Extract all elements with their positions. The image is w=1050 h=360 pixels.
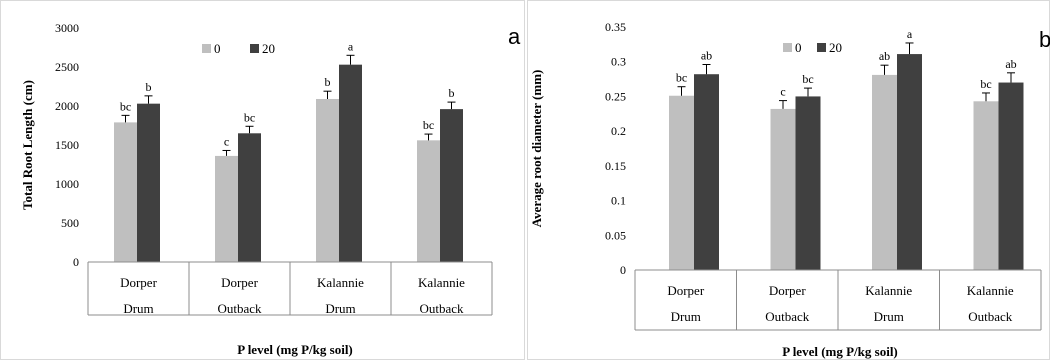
- y-tick-label: 500: [61, 216, 79, 230]
- panel-letter: a: [508, 24, 521, 49]
- legend-swatch-20: [250, 44, 259, 53]
- bar-20-2: [238, 133, 261, 262]
- bar-20-1: [694, 74, 719, 270]
- bar-0-3: [316, 98, 339, 262]
- category-label-line2: Drum: [325, 301, 355, 316]
- significance-label: bc: [676, 71, 687, 85]
- significance-label: c: [224, 134, 229, 148]
- category-label-line1: Kalannie: [865, 283, 912, 298]
- legend-swatch-0: [202, 44, 211, 53]
- category-label-line2: Drum: [874, 309, 904, 324]
- bar-20-2: [795, 96, 821, 270]
- chart-panel-a: 0 500 1000 1500 2000 2500 3000 Total Root Lengt…: [0, 0, 525, 360]
- bar-20-4: [998, 82, 1024, 271]
- y-tick-label: 0.05: [605, 228, 626, 242]
- significance-label: bc: [244, 110, 255, 124]
- category-label-line2: Outback: [419, 301, 464, 316]
- category-label-line2: Outback: [765, 309, 810, 324]
- chart-b: 0 0.05 0.1 0.15 0.2 0.25 0.3 0.35 Average root d…: [527, 0, 1050, 360]
- significance-label: a: [907, 27, 913, 41]
- significance-label: a: [348, 39, 354, 53]
- y-tick-label: 0: [73, 255, 79, 269]
- bar-20-3: [339, 64, 362, 262]
- y-tick-label: 0.3: [611, 55, 626, 69]
- significance-label: ab: [701, 48, 712, 62]
- significance-label: ab: [879, 49, 890, 63]
- category-label-line2: Drum: [123, 301, 153, 316]
- category-label-line2: Drum: [671, 309, 701, 324]
- significance-label: b: [146, 80, 152, 94]
- chart-panel-b: 0 0.05 0.1 0.15 0.2 0.25 0.3 0.35 Average root d…: [527, 0, 1050, 360]
- significance-label: ab: [1005, 57, 1016, 71]
- y-tick-label: 2500: [55, 60, 79, 74]
- y-tick-label: 0.35: [605, 20, 626, 34]
- legend-label-20: 20: [829, 40, 842, 55]
- y-axis-title: Total Root Length (cm): [20, 80, 35, 210]
- category-label-line1: Dorper: [667, 283, 704, 298]
- chart-a: 0 500 1000 1500 2000 2500 3000 Total Root Lengt…: [0, 0, 525, 360]
- significance-label: bc: [423, 118, 434, 132]
- bar-20-4: [440, 109, 463, 263]
- significance-label: bc: [120, 99, 131, 113]
- y-tick-label: 0: [620, 263, 626, 277]
- bar-0-1: [669, 95, 694, 270]
- y-tick-label: 2000: [55, 99, 79, 113]
- category-label-line1: Dorper: [120, 275, 157, 290]
- y-tick-label: 0.2: [611, 124, 626, 138]
- bar-20-3: [897, 54, 922, 270]
- category-label-line1: Kalannie: [317, 275, 364, 290]
- y-tick-label: 1500: [55, 138, 79, 152]
- x-axis-title: P level (mg P/kg soil): [237, 342, 353, 357]
- category-label-line2: Outback: [968, 309, 1013, 324]
- legend-label-20: 20: [262, 41, 275, 56]
- panel-letter: b: [1039, 27, 1050, 52]
- y-tick-label: 0.15: [605, 159, 626, 173]
- bar-0-2: [215, 155, 238, 262]
- bar-0-1: [114, 122, 137, 262]
- legend-swatch-20: [817, 43, 826, 52]
- significance-label: b: [325, 75, 331, 89]
- bar-0-4: [973, 101, 999, 270]
- y-tick-label: 1000: [55, 177, 79, 191]
- legend-swatch-0: [783, 43, 792, 52]
- category-label-line1: Dorper: [221, 275, 258, 290]
- category-label-line1: Kalannie: [967, 283, 1014, 298]
- x-axis-title: P level (mg P/kg soil): [782, 344, 898, 359]
- y-tick-label: 3000: [55, 21, 79, 35]
- bar-0-3: [872, 74, 897, 270]
- bar-0-4: [417, 140, 440, 262]
- y-tick-label: 0.1: [611, 194, 626, 208]
- y-tick-label: 0.25: [605, 89, 626, 103]
- bar-0-2: [770, 108, 796, 270]
- bar-20-1: [137, 103, 160, 262]
- category-label-line1: Dorper: [769, 283, 806, 298]
- category-label-line1: Kalannie: [418, 275, 465, 290]
- significance-label: c: [780, 85, 785, 99]
- y-axis-title: Average root diameter (mm): [529, 70, 544, 228]
- significance-label: bc: [802, 72, 813, 86]
- legend-label-0: 0: [214, 41, 221, 56]
- legend-label-0: 0: [795, 40, 802, 55]
- significance-label: b: [449, 86, 455, 100]
- significance-label: bc: [980, 77, 991, 91]
- category-label-line2: Outback: [217, 301, 262, 316]
